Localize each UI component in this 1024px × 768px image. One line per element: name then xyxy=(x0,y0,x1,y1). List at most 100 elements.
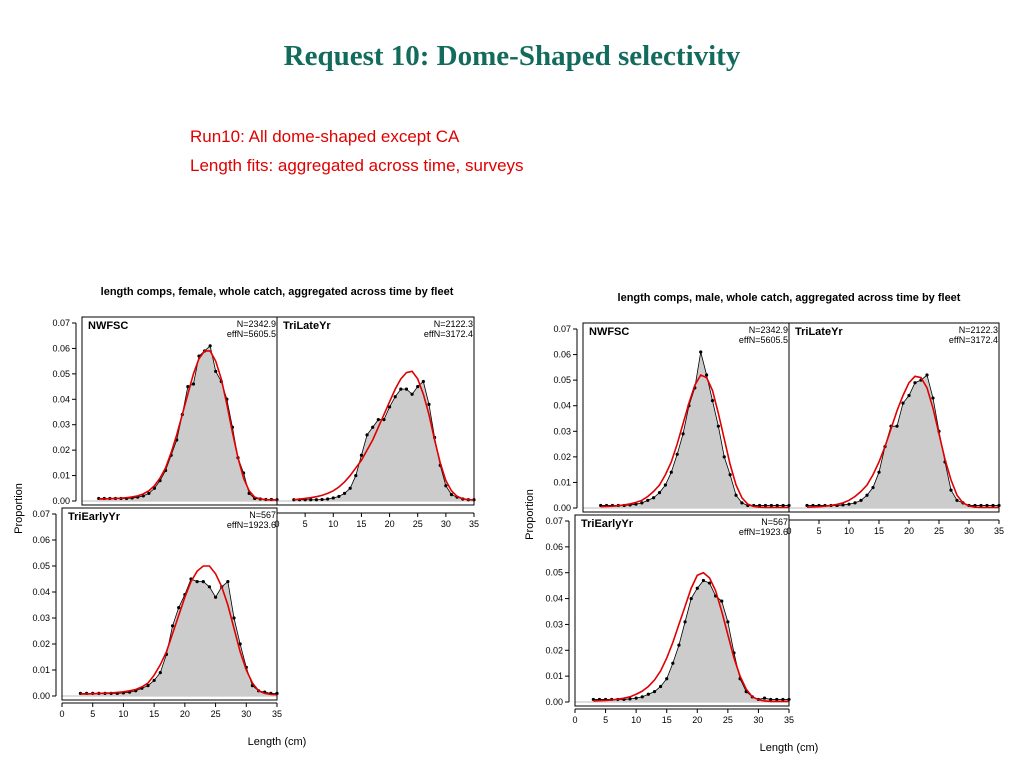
observed-point xyxy=(191,382,196,386)
y-tick-label: 0.00 xyxy=(553,503,571,513)
observed-area xyxy=(98,345,277,501)
observed-point xyxy=(895,424,899,428)
x-tick-label: 35 xyxy=(784,715,794,725)
observed-point xyxy=(859,498,863,502)
x-tick-label: 10 xyxy=(328,519,338,529)
y-tick-label: 0.05 xyxy=(52,369,70,379)
x-tick-label: 5 xyxy=(603,715,608,725)
y-tick-label: 0.00 xyxy=(545,697,563,707)
observed-point xyxy=(781,697,785,702)
observed-point xyxy=(949,488,953,492)
observed-point xyxy=(985,503,989,508)
observed-point xyxy=(689,596,693,601)
chart-figure-female: length comps, female, whole catch, aggre… xyxy=(13,286,479,748)
observed-point xyxy=(309,498,313,502)
subtitle-line-1: Run10: All dome-shaped except CA xyxy=(190,127,460,146)
panel-name: TriLateYr xyxy=(795,326,843,338)
y-tick-label: 0.01 xyxy=(545,671,563,681)
observed-point xyxy=(208,344,212,348)
panel-n-label: N=2122.3 xyxy=(434,319,473,329)
x-tick-label: 20 xyxy=(904,526,914,536)
x-tick-label: 25 xyxy=(934,526,944,536)
y-tick-label: 0.06 xyxy=(32,535,50,545)
panel-effn-label: effN=5605.5 xyxy=(739,335,788,345)
observed-point xyxy=(853,501,857,505)
x-tick-label: 30 xyxy=(441,519,451,529)
x-tick-label: 10 xyxy=(844,526,854,536)
x-tick-label: 10 xyxy=(631,715,641,725)
observed-point xyxy=(410,392,414,396)
panel-name: NWFSC xyxy=(589,326,629,338)
observed-point xyxy=(671,661,675,665)
observed-point xyxy=(979,503,983,508)
observed-point xyxy=(387,405,392,409)
observed-point xyxy=(913,381,917,385)
y-tick-label: 0.03 xyxy=(545,619,563,629)
panel-n-label: N=567 xyxy=(761,517,788,527)
observed-point xyxy=(847,502,851,506)
y-axis-label: Proportion xyxy=(524,489,536,540)
y-tick-label: 0.00 xyxy=(52,496,70,506)
observed-point xyxy=(699,350,703,354)
y-tick-label: 0.03 xyxy=(553,426,571,436)
observed-point xyxy=(342,491,347,495)
y-tick-label: 0.07 xyxy=(545,516,563,526)
observed-point xyxy=(769,697,773,702)
observed-point xyxy=(331,496,335,500)
observed-point xyxy=(146,684,150,688)
observed-point xyxy=(762,696,767,700)
slide-title: Request 10: Dome-Shaped selectivity xyxy=(283,40,741,72)
y-tick-label: 0.04 xyxy=(52,394,70,404)
panel-effn-label: effN=1923.6 xyxy=(227,520,276,530)
observed-point xyxy=(640,501,644,505)
observed-point xyxy=(214,369,218,373)
chart-title: length comps, male, whole catch, aggrega… xyxy=(618,292,961,304)
x-tick-label: 5 xyxy=(303,519,308,529)
observed-point xyxy=(659,684,663,689)
panel-n-label: N=2342.9 xyxy=(237,319,276,329)
observed-point xyxy=(841,503,845,507)
x-tick-label: 25 xyxy=(413,519,423,529)
y-tick-label: 0.03 xyxy=(32,613,50,623)
observed-point xyxy=(865,493,869,497)
chart-title: length comps, female, whole catch, aggre… xyxy=(101,286,454,298)
observed-area xyxy=(807,375,999,508)
observed-point xyxy=(201,580,205,584)
panel-frame xyxy=(574,514,790,707)
observed-area xyxy=(600,352,789,508)
observed-point xyxy=(646,498,650,502)
observed-area xyxy=(80,579,277,696)
panel-effn-label: effN=3172.4 xyxy=(424,329,473,339)
observed-point xyxy=(931,396,935,400)
x-tick-label: 20 xyxy=(692,715,702,725)
panel-n-label: N=567 xyxy=(249,510,276,520)
observed-point xyxy=(320,497,324,502)
observed-point xyxy=(677,643,681,647)
y-tick-label: 0.04 xyxy=(32,587,50,597)
panel-effn-label: effN=3172.4 xyxy=(949,335,998,345)
x-tick-label: 15 xyxy=(149,709,159,719)
observed-point xyxy=(427,402,431,406)
x-tick-label: 35 xyxy=(469,519,479,529)
observed-point xyxy=(348,486,352,490)
observed-point xyxy=(726,620,730,624)
observed-point xyxy=(775,503,779,508)
panel-frame xyxy=(788,322,1000,513)
y-tick-label: 0.05 xyxy=(545,568,563,578)
x-tick-label: 5 xyxy=(816,526,821,536)
observed-point xyxy=(652,496,656,500)
panel-name: TriLateYr xyxy=(283,320,331,332)
observed-point xyxy=(805,503,809,508)
panel-frame xyxy=(61,507,278,701)
panel-name: NWFSC xyxy=(88,320,128,332)
observed-point xyxy=(141,494,145,498)
y-tick-label: 0.06 xyxy=(553,350,571,360)
observed-point xyxy=(973,503,977,508)
observed-point xyxy=(763,503,768,508)
y-axis-label: Proportion xyxy=(13,483,25,534)
expected-line xyxy=(593,571,789,703)
